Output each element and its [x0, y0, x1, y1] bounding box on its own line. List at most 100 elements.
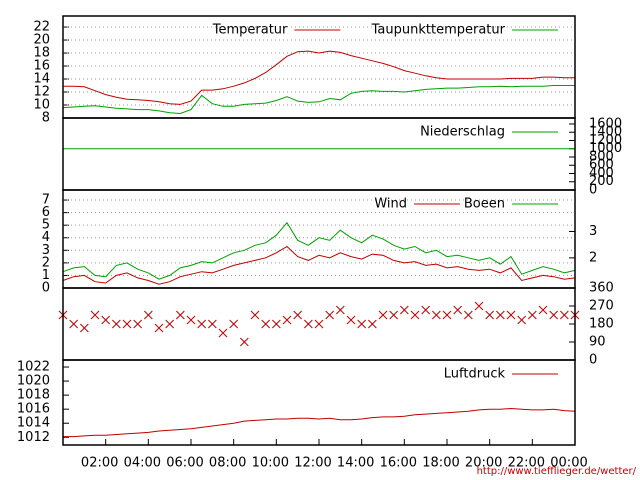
series-line: [62, 221, 576, 280]
y2-tick-label: 1400: [589, 125, 622, 140]
y-tick-label: 1014: [17, 416, 50, 431]
x-tick-label: 20:00: [465, 456, 502, 471]
x-tick-label: 14:00: [337, 456, 374, 471]
y-tick-label: 1: [42, 268, 50, 283]
y2-tick-label: 200: [589, 174, 614, 189]
point: [346, 315, 356, 325]
point: [495, 310, 505, 320]
point: [186, 315, 196, 325]
y-tick-label: 1020: [17, 374, 50, 389]
point: [357, 319, 367, 329]
legend-label: Taupunkttemperatur: [371, 23, 506, 38]
y-tick-label: 0: [42, 281, 50, 296]
y2-tick-label: 180: [589, 317, 614, 332]
point: [250, 310, 260, 320]
y-tick-label: 5: [42, 218, 50, 233]
x-tick-label: 00:00: [550, 456, 587, 471]
point: [463, 310, 473, 320]
point: [367, 319, 377, 329]
legend-label: Boeen: [464, 197, 505, 212]
point: [549, 310, 559, 320]
y-tick-label: 1016: [17, 402, 50, 417]
point: [453, 305, 463, 315]
y-tick-label: 20: [33, 33, 50, 48]
y2-tick-label: 90: [589, 335, 606, 350]
point: [399, 305, 409, 315]
y-tick-label: 1012: [17, 430, 50, 445]
series-line: [62, 245, 576, 285]
point: [261, 319, 271, 329]
point: [175, 310, 185, 320]
x-tick-label: 18:00: [422, 456, 459, 471]
y2-tick-label: 1000: [589, 141, 622, 156]
point: [538, 305, 548, 315]
point: [485, 310, 495, 320]
point: [378, 310, 388, 320]
y-tick-label: 10: [33, 98, 50, 113]
point: [90, 310, 100, 320]
panel-frame: [62, 359, 576, 446]
point: [325, 310, 335, 320]
y-tick-label: 8: [42, 111, 50, 126]
x-tick-label: 22:00: [508, 456, 545, 471]
point: [111, 319, 121, 329]
y-tick-label: 12: [33, 85, 50, 100]
y-tick-label: 1022: [17, 360, 50, 375]
series-line: [62, 85, 575, 115]
point: [527, 310, 537, 320]
y-tick-label: 2: [42, 255, 50, 270]
y2-tick-label: 1200: [589, 133, 622, 148]
point: [410, 310, 420, 320]
x-tick-label: 12:00: [294, 456, 331, 471]
y2-tick-label: 0: [589, 353, 597, 368]
point: [79, 323, 89, 333]
y-tick-label: 4: [42, 230, 50, 245]
point: [197, 319, 207, 329]
y-tick-label: 3: [42, 243, 50, 258]
point: [389, 310, 399, 320]
point: [133, 319, 143, 329]
y2-tick-label: 3: [589, 224, 597, 239]
point: [101, 315, 111, 325]
legend-label: Luftdruck: [444, 367, 506, 382]
point: [506, 310, 516, 320]
y-tick-label: 6: [42, 205, 50, 220]
y-tick-label: 14: [33, 72, 50, 87]
y-tick-label: 18: [33, 46, 50, 61]
point: [143, 310, 153, 320]
y2-tick-label: 0: [589, 183, 597, 198]
point: [282, 315, 292, 325]
x-tick-label: 16:00: [380, 456, 417, 471]
point: [154, 323, 164, 333]
point: [218, 328, 228, 338]
footer-url: http://www.tiefflieger.de/wetter/: [477, 466, 637, 477]
point: [69, 319, 79, 329]
point: [431, 310, 441, 320]
point: [517, 315, 527, 325]
y2-tick-label: 270: [589, 299, 614, 314]
y-tick-label: 1018: [17, 388, 50, 403]
series-line: [63, 50, 575, 105]
point: [559, 310, 569, 320]
y-tick-label: 22: [33, 20, 50, 35]
x-tick-label: 04:00: [124, 456, 161, 471]
series-line: [63, 407, 576, 438]
y2-tick-label: 1600: [589, 116, 622, 131]
point: [293, 310, 303, 320]
x-tick-label: 10:00: [252, 456, 289, 471]
point: [474, 301, 484, 311]
point: [122, 319, 132, 329]
point: [314, 319, 324, 329]
y2-tick-label: 2: [589, 250, 597, 265]
point: [421, 305, 431, 315]
point: [239, 337, 249, 347]
legend-label: Wind: [374, 197, 407, 212]
x-tick-label: 08:00: [209, 456, 246, 471]
x-tick-label: 02:00: [81, 456, 118, 471]
legend-label: Niederschlag: [420, 125, 505, 140]
point: [442, 310, 452, 320]
y2-tick-label: 800: [589, 149, 614, 164]
y2-tick-label: 600: [589, 158, 614, 173]
